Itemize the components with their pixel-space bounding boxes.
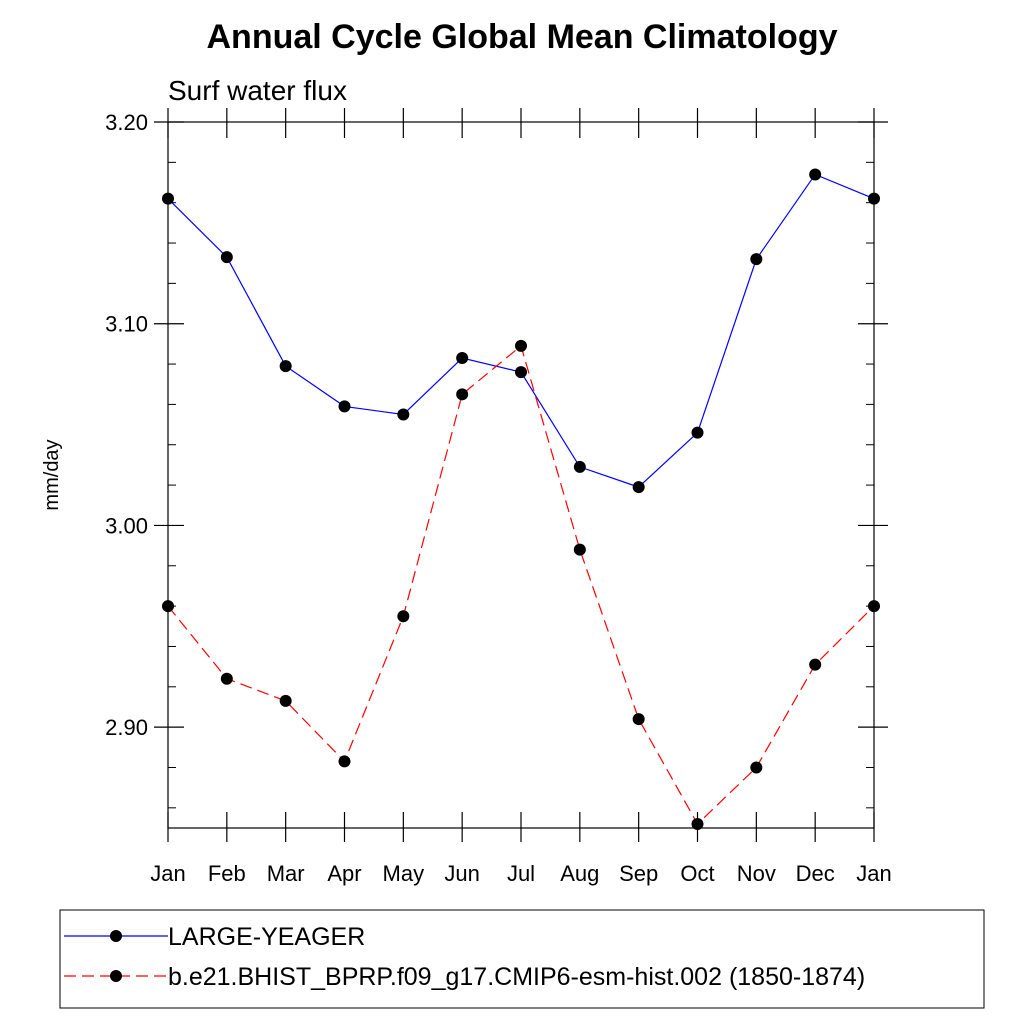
major-ticks: [154, 108, 888, 842]
y-tick-labels: 2.90 3.00 3.10 3.20: [105, 110, 148, 740]
data-point: [750, 253, 763, 266]
x-tick-label: Jun: [444, 861, 479, 886]
y-tick-label: 3.10: [105, 312, 148, 337]
series-2: [162, 339, 880, 830]
series-1: [162, 168, 880, 494]
series-layer: [162, 168, 880, 830]
data-point: [279, 694, 292, 707]
y-tick-label: 3.00: [105, 513, 148, 538]
data-point: [750, 761, 763, 774]
data-point: [397, 408, 410, 421]
data-point: [220, 672, 233, 685]
data-point: [279, 360, 292, 373]
x-tick-label: Nov: [737, 861, 776, 886]
data-point: [809, 168, 822, 181]
data-point: [515, 339, 527, 352]
data-point: [456, 388, 469, 401]
data-point: [220, 251, 233, 264]
plot-frame: [167, 121, 875, 829]
series-line: [167, 173, 875, 488]
x-tick-label: Aug: [560, 861, 599, 886]
data-point: [397, 610, 410, 623]
y-axis-label: mm/day: [41, 439, 63, 510]
legend-label: b.e21.BHIST_BPRP.f09_g17.CMIP6-esm-hist.…: [168, 963, 865, 991]
data-point: [691, 817, 704, 830]
x-tick-labels: Jan Feb Mar Apr May Jun Jul Aug Sep Oct Nov Dec Jan: [150, 861, 891, 886]
legend: LARGE-YEAGER b.e21.BHIST_BPRP.f09_g17.CMI…: [59, 909, 985, 1009]
data-point: [573, 460, 586, 473]
legend-marker: [110, 970, 122, 982]
x-tick-label: Dec: [796, 861, 835, 886]
legend-marker: [110, 930, 122, 942]
data-point: [456, 352, 469, 365]
x-tick-label: Jul: [507, 861, 535, 886]
x-tick-label: Jan: [150, 861, 185, 886]
x-tick-label: May: [383, 861, 425, 886]
x-tick-label: Oct: [680, 861, 714, 886]
legend-label: LARGE-YEAGER: [168, 923, 365, 951]
chart-title: Annual Cycle Global Mean Climatology: [207, 18, 838, 56]
data-point: [515, 366, 527, 379]
x-tick-label: Apr: [327, 861, 361, 886]
data-point: [338, 755, 351, 768]
y-tick-label: 3.20: [105, 110, 148, 135]
legend-item-2: b.e21.BHIST_BPRP.f09_g17.CMIP6-esm-hist.…: [64, 963, 865, 991]
chart-subtitle: Surf water flux: [168, 75, 347, 106]
minor-ticks: [168, 161, 874, 809]
x-tick-label: Jan: [856, 861, 891, 886]
x-tick-label: Feb: [208, 861, 246, 886]
data-point: [632, 713, 645, 726]
x-tick-label: Sep: [619, 861, 658, 886]
data-point: [632, 481, 645, 494]
legend-box: [59, 909, 985, 1009]
data-point: [809, 658, 822, 671]
data-point: [691, 426, 704, 439]
y-tick-label: 2.90: [105, 715, 148, 740]
data-point: [573, 543, 586, 556]
series-line: [167, 344, 875, 825]
data-point: [338, 400, 351, 413]
x-tick-label: Mar: [267, 861, 305, 886]
legend-item-1: LARGE-YEAGER: [64, 923, 365, 951]
